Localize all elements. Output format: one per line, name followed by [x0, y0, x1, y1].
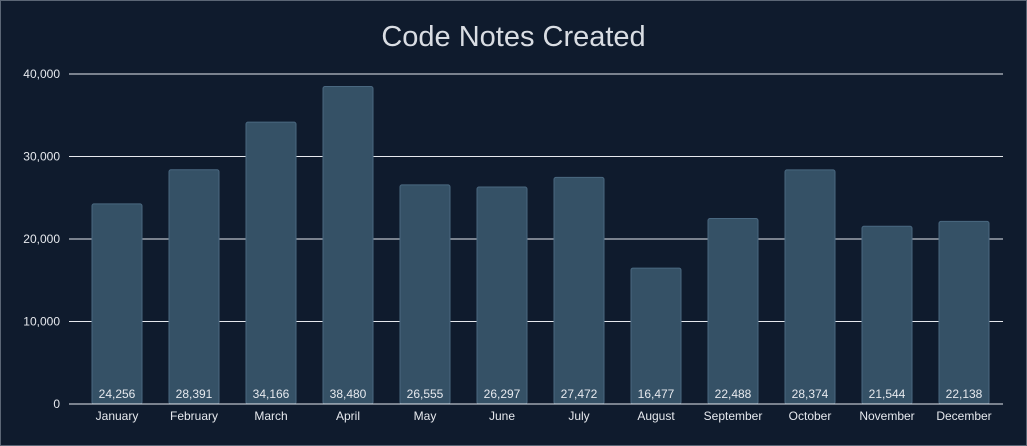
- x-tick-label: October: [789, 409, 832, 423]
- x-tick-label: August: [637, 409, 675, 423]
- chart-title: Code Notes Created: [381, 21, 646, 53]
- x-tick-label: June: [489, 409, 515, 423]
- x-tick-label: January: [96, 409, 139, 423]
- bar: [476, 186, 528, 405]
- x-tick-label: September: [704, 409, 763, 423]
- x-tick-label: February: [170, 409, 218, 423]
- bar: [938, 220, 990, 405]
- bar: [322, 86, 374, 405]
- bar: [784, 169, 836, 405]
- y-tick-label: 0: [53, 397, 60, 411]
- data-label: 27,472: [561, 387, 598, 401]
- y-tick-label: 40,000: [23, 67, 60, 81]
- y-tick-label: 10,000: [23, 315, 60, 329]
- bar: [399, 184, 451, 405]
- data-label: 38,480: [330, 387, 367, 401]
- data-label: 26,555: [407, 387, 444, 401]
- x-tick-label: November: [859, 409, 914, 423]
- x-tick-label: May: [414, 409, 437, 423]
- data-label: 16,477: [638, 387, 675, 401]
- bar: [245, 121, 297, 405]
- data-label: 22,488: [715, 387, 752, 401]
- data-label: 26,297: [484, 387, 521, 401]
- bar: [168, 169, 220, 405]
- data-label: 34,166: [253, 387, 290, 401]
- data-label: 22,138: [946, 387, 983, 401]
- y-tick-label: 30,000: [23, 150, 60, 164]
- data-label: 28,374: [792, 387, 829, 401]
- x-tick-label: December: [936, 409, 991, 423]
- bar: [707, 217, 759, 405]
- data-label: 28,391: [176, 387, 213, 401]
- x-tick-label: April: [336, 409, 360, 423]
- data-label: 21,544: [869, 387, 906, 401]
- bar: [553, 176, 605, 405]
- data-label: 24,256: [99, 387, 136, 401]
- x-tick-label: July: [568, 409, 589, 423]
- bar: [861, 225, 913, 405]
- x-tick-label: March: [254, 409, 287, 423]
- bar: [630, 267, 682, 405]
- y-tick-label: 20,000: [23, 232, 60, 246]
- bar: [91, 203, 143, 405]
